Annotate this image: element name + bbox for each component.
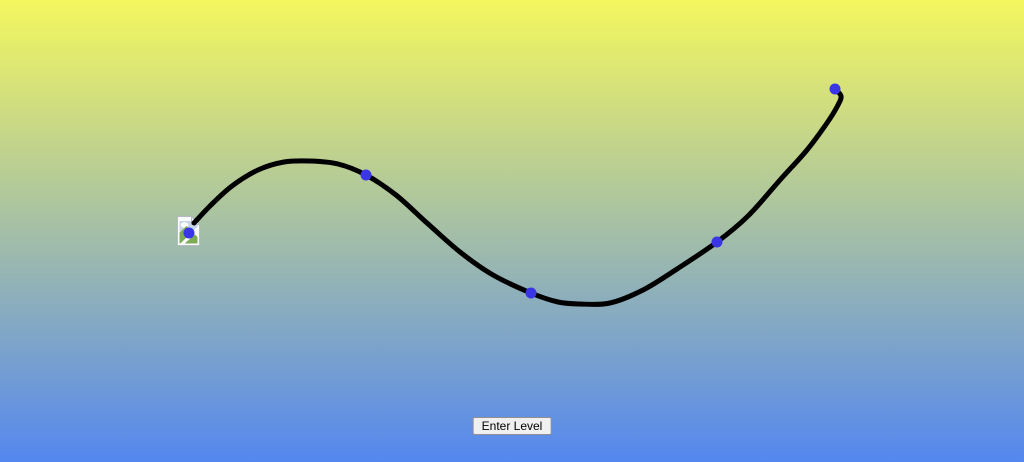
level-waypoint-dot[interactable] xyxy=(829,83,841,95)
level-waypoint-dot[interactable] xyxy=(525,287,537,299)
level-path-curve xyxy=(191,86,844,307)
enter-level-button[interactable]: Enter Level xyxy=(472,417,552,435)
icon-sky xyxy=(179,221,198,232)
level-waypoint-dot[interactable] xyxy=(711,236,723,248)
level-waypoint-dot[interactable] xyxy=(183,227,195,239)
level-waypoint-dot[interactable] xyxy=(360,169,372,181)
